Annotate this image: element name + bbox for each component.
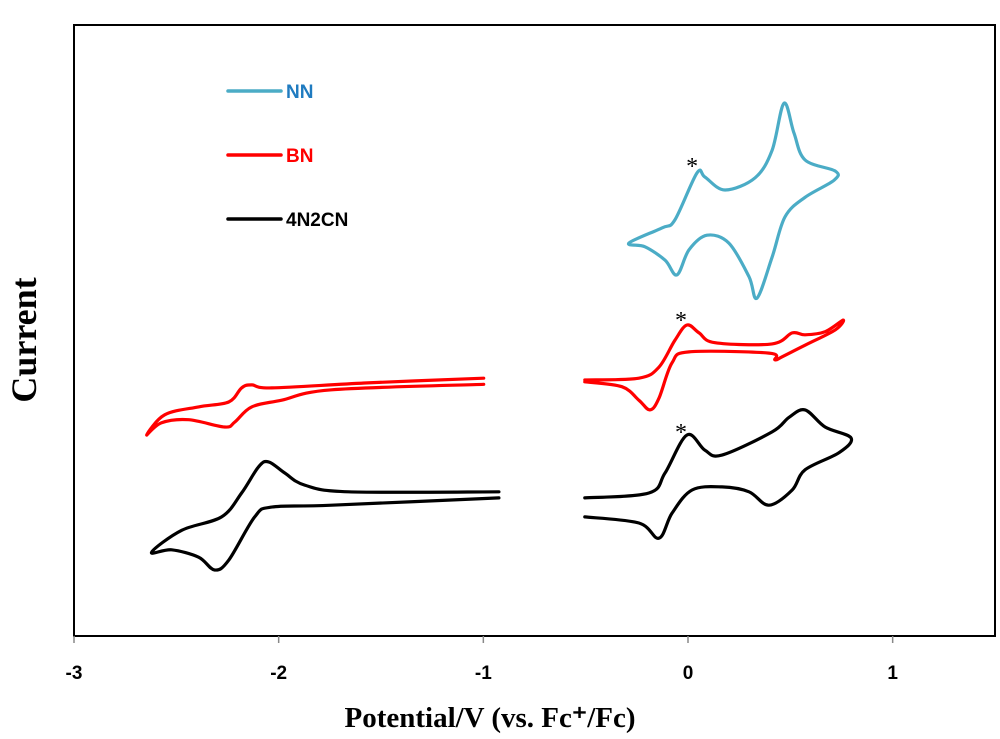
peak-asterisk: * (675, 308, 687, 334)
annotations: * * * (675, 154, 698, 446)
curve-bn-2 (583, 318, 846, 412)
legend-label-bn: BN (286, 146, 313, 167)
legend: NN BN 4N2CN (226, 82, 348, 231)
curve-4n2cn-2 (583, 408, 854, 540)
peak-asterisk: * (675, 420, 687, 446)
x-axis-ticks: -3 -2 -1 0 1 (66, 636, 898, 684)
series-curves (145, 101, 854, 572)
x-axis-label: Potential/V (vs. Fc⁺/Fc) (344, 702, 635, 734)
x-tick-label: 0 (683, 663, 694, 684)
y-axis-label: Current (4, 277, 44, 402)
peak-asterisk: * (686, 154, 698, 180)
x-tick-label: 1 (887, 663, 898, 684)
x-tick-label: -1 (475, 663, 492, 684)
legend-label-nn: NN (286, 82, 313, 103)
x-tick-label: -2 (270, 663, 287, 684)
curve-4n2cn-1 (149, 459, 501, 572)
curve-nn-1 (626, 101, 840, 301)
plot-frame (73, 24, 996, 637)
x-tick-label: -3 (66, 663, 83, 684)
legend-label-4n2cn: 4N2CN (286, 210, 348, 231)
curve-bn-1 (145, 376, 486, 437)
